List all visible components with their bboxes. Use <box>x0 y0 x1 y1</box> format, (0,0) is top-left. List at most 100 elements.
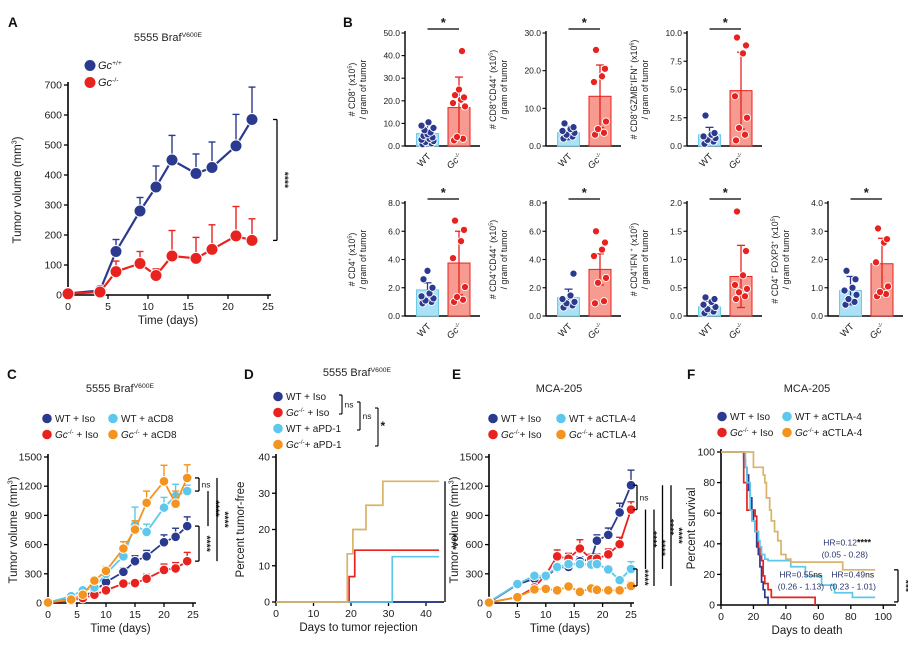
svg-text:0.0: 0.0 <box>670 311 682 321</box>
svg-text:WT + aPD-1: WT + aPD-1 <box>286 424 342 435</box>
svg-text:Gc-/- + aCD8: Gc-/- + aCD8 <box>121 429 177 441</box>
svg-text:# CD4+ FOXP3+ (x105): # CD4+ FOXP3+ (x105) <box>770 215 780 303</box>
panel-b-cd8-chart: 0.0 10.0 20.0 30.0 40.0 50.0 WT Gc-/- * # CD8+ (x… <box>347 15 480 172</box>
svg-text:40: 40 <box>780 611 792 623</box>
svg-text:1500: 1500 <box>19 452 43 464</box>
svg-text:30.0: 30.0 <box>383 73 400 83</box>
svg-text:WT + Iso: WT + Iso <box>286 392 327 403</box>
svg-text:Gc-/-: Gc-/- <box>445 321 465 341</box>
svg-text:0.0: 0.0 <box>670 141 682 151</box>
svg-text:5: 5 <box>514 609 520 621</box>
svg-text:60: 60 <box>813 611 825 623</box>
svg-text:WT: WT <box>838 321 856 339</box>
svg-text:7.5: 7.5 <box>670 56 682 66</box>
svg-text:5555 BrafV600E: 5555 BrafV600E <box>134 32 203 44</box>
svg-text:600: 600 <box>44 110 62 122</box>
svg-text:Gc-/-+ aCTLA-4: Gc-/-+ aCTLA-4 <box>569 429 637 441</box>
svg-text:0: 0 <box>56 290 62 302</box>
svg-text:****: **** <box>639 569 651 586</box>
svg-text:/ gram of tumor: / gram of tumor <box>781 230 791 290</box>
svg-text:100: 100 <box>44 260 62 272</box>
svg-text:3.0: 3.0 <box>811 226 823 236</box>
svg-text:0: 0 <box>709 600 715 612</box>
svg-text:4.0: 4.0 <box>388 255 400 265</box>
svg-text:40.0: 40.0 <box>383 51 400 61</box>
panel-label-d: D <box>244 367 254 382</box>
svg-text:# CD8+ (x105): # CD8+ (x105) <box>347 63 357 117</box>
svg-text:*: * <box>582 185 588 200</box>
svg-text:WT + Iso: WT + Iso <box>730 412 771 423</box>
svg-text:Gc+/+: Gc+/+ <box>98 60 122 72</box>
svg-text:300: 300 <box>465 568 483 580</box>
svg-text:700: 700 <box>44 80 62 92</box>
svg-text:600: 600 <box>465 539 483 551</box>
svg-text:0: 0 <box>718 611 724 623</box>
svg-text:40: 40 <box>703 538 715 550</box>
svg-text:(0.26 - 1.13): (0.26 - 1.13) <box>778 582 824 592</box>
svg-text:Tumor volume (mm3): Tumor volume (mm3) <box>11 136 24 243</box>
svg-text:40: 40 <box>258 452 270 464</box>
svg-text:Gc-/-: Gc-/- <box>868 321 888 341</box>
svg-text:1.5: 1.5 <box>670 226 682 236</box>
svg-text:0.0: 0.0 <box>388 311 400 321</box>
svg-text:Days to death: Days to death <box>772 625 843 637</box>
svg-text:Gc-/-: Gc-/- <box>727 321 747 341</box>
svg-text:****: **** <box>447 533 459 550</box>
svg-text:Percent survival: Percent survival <box>686 488 698 570</box>
svg-text:****: **** <box>219 511 231 528</box>
svg-text:Gc-/-: Gc-/- <box>727 151 747 171</box>
svg-text:# CD4+IFN + (x105): # CD4+IFN + (x105) <box>629 223 639 297</box>
svg-text:20: 20 <box>345 608 357 620</box>
svg-text:0.5: 0.5 <box>670 283 682 293</box>
svg-text:*: * <box>582 15 588 30</box>
svg-text:20.0: 20.0 <box>524 66 541 76</box>
svg-text:*: * <box>441 185 447 200</box>
svg-text:WT + Iso: WT + Iso <box>55 414 96 425</box>
svg-text:ns: ns <box>202 479 211 489</box>
svg-text:Gc-/-+ aPD-1: Gc-/-+ aPD-1 <box>286 439 342 451</box>
svg-text:Time (days): Time (days) <box>90 623 150 635</box>
svg-text:WT: WT <box>697 321 715 339</box>
svg-text:30.0: 30.0 <box>524 28 541 38</box>
panel-b-cd4-cd44-chart: 0.0 2.0 4.0 6.0 8.0 WT Gc-/- * # CD4+CD44+ (x105… <box>488 185 621 342</box>
svg-text:Gc-/-: Gc-/- <box>98 77 119 89</box>
svg-text:*: * <box>723 15 729 30</box>
panel-e-actla4-growth-chart: 0 300 600 900 1200 1500 0 5 10 15 20 25 Time (days) T… <box>448 383 685 635</box>
panel-label-b: B <box>343 15 353 30</box>
panel-f-survival-chart: 0 20 40 60 80 100 0 20 40 60 80 100 Days to death Per… <box>686 383 908 637</box>
panel-b-cd8-gzmb-ifn-chart: 0.0 2.5 5.0 7.5 10.0 WT Gc-/- * # CD8+GZMB+IFN+ … <box>629 15 762 172</box>
svg-text:10: 10 <box>142 301 154 313</box>
svg-text:WT + Iso: WT + Iso <box>501 414 542 425</box>
svg-text:10.0: 10.0 <box>383 118 400 128</box>
svg-text:0.0: 0.0 <box>811 311 823 321</box>
svg-text:HR=0.55ns: HR=0.55ns <box>779 569 822 579</box>
svg-text:1.0: 1.0 <box>670 255 682 265</box>
svg-text:50.0: 50.0 <box>383 28 400 38</box>
svg-text:200: 200 <box>44 230 62 242</box>
svg-text:MCA-205: MCA-205 <box>536 383 582 395</box>
svg-text:HR=0.12****: HR=0.12**** <box>823 537 871 547</box>
svg-text:****: **** <box>647 531 659 548</box>
svg-text:10: 10 <box>308 608 320 620</box>
svg-text:20.0: 20.0 <box>383 96 400 106</box>
svg-text:0: 0 <box>65 301 71 313</box>
svg-text:Tumor volume (mm3): Tumor volume (mm3) <box>448 476 461 583</box>
svg-text:15: 15 <box>129 609 141 621</box>
svg-text:20: 20 <box>703 569 715 581</box>
svg-text:# CD4+ (x105): # CD4+ (x105) <box>347 233 357 287</box>
svg-text:100: 100 <box>874 611 892 623</box>
svg-text:10.0: 10.0 <box>524 103 541 113</box>
svg-text:***: *** <box>900 580 908 593</box>
svg-text:Gc-/-: Gc-/- <box>586 151 606 171</box>
svg-text:15: 15 <box>568 609 580 621</box>
svg-text:/ gram of tumor: / gram of tumor <box>640 60 650 120</box>
svg-text:0.0: 0.0 <box>388 141 400 151</box>
svg-text:WT: WT <box>556 151 574 169</box>
panel-c-acd8-growth-chart: 0 300 600 900 1200 1500 0 5 10 15 20 25 Time (days) T… <box>7 383 231 635</box>
svg-text:MCA-205: MCA-205 <box>784 383 830 395</box>
svg-text:100: 100 <box>697 447 715 459</box>
svg-text:1500: 1500 <box>460 452 484 464</box>
svg-text:/ gram of tumor: / gram of tumor <box>499 230 509 290</box>
